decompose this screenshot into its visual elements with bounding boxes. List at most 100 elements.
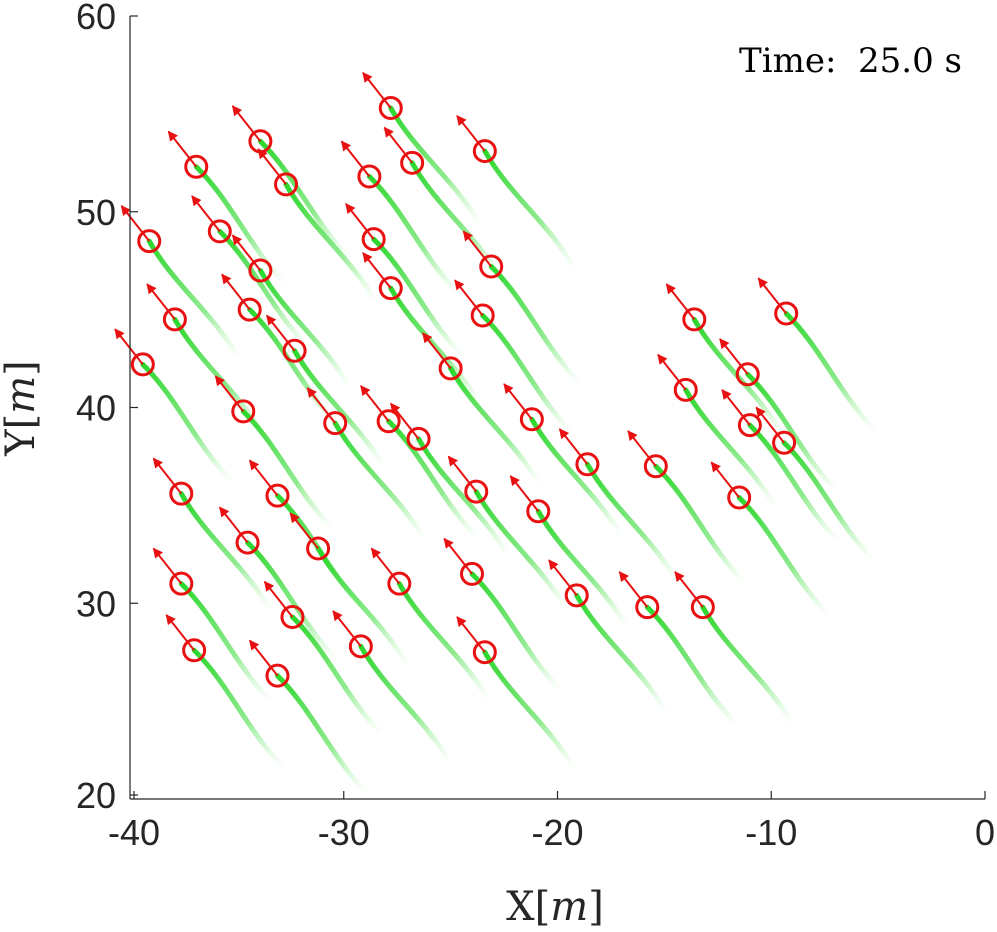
agent-marker bbox=[376, 409, 401, 434]
agent-marker bbox=[274, 172, 299, 197]
agent-marker bbox=[235, 530, 260, 555]
heading-arrow bbox=[340, 140, 371, 178]
agent-marker bbox=[282, 338, 307, 363]
trajectory-trail bbox=[257, 138, 353, 262]
heading-arrow bbox=[422, 332, 452, 369]
trajectory-trail bbox=[146, 238, 242, 362]
heading-arrow bbox=[710, 461, 740, 499]
heading-arrow bbox=[618, 571, 649, 608]
agent-marker bbox=[635, 595, 660, 620]
trajectory-trail bbox=[140, 361, 236, 485]
heading-arrow bbox=[289, 512, 319, 550]
heading-arrow bbox=[665, 283, 696, 321]
y-tick-label: 20 bbox=[76, 775, 116, 816]
agent-marker bbox=[184, 154, 209, 179]
trajectory-trail bbox=[653, 463, 749, 587]
agent-marker bbox=[265, 663, 290, 688]
heading-arrow bbox=[146, 283, 176, 321]
agent-marker bbox=[361, 227, 386, 252]
trajectory-trail bbox=[745, 371, 841, 495]
heading-arrow bbox=[462, 230, 493, 268]
heading-arrow bbox=[152, 547, 183, 585]
trajectory-trail bbox=[482, 148, 578, 272]
heading-arrow bbox=[165, 614, 195, 651]
heading-arrow bbox=[306, 387, 336, 424]
agent-marker bbox=[400, 150, 425, 175]
y-tick-label: 60 bbox=[76, 0, 116, 37]
trajectory-trail bbox=[535, 508, 631, 632]
trajectory-trail bbox=[488, 264, 584, 387]
trajectory-trail bbox=[283, 181, 379, 305]
heading-arrow bbox=[757, 277, 787, 315]
trajectory-trail bbox=[191, 647, 287, 771]
agent-marker bbox=[438, 356, 463, 381]
trajectory-trail bbox=[388, 285, 484, 409]
agent-marker bbox=[575, 452, 600, 477]
y-tick-label: 50 bbox=[76, 192, 116, 233]
agent-marker bbox=[737, 413, 762, 438]
heading-arrow bbox=[456, 115, 486, 152]
trajectory-trail bbox=[386, 418, 481, 542]
trajectory-trail bbox=[736, 495, 832, 618]
agent-marker bbox=[357, 164, 382, 189]
agent-marker bbox=[348, 634, 373, 659]
heading-arrow bbox=[345, 203, 375, 240]
trajectory-trail bbox=[416, 436, 511, 559]
heading-arrow bbox=[721, 389, 751, 426]
heading-arrow bbox=[214, 375, 245, 413]
heading-arrow bbox=[657, 353, 687, 391]
trajectory-trail bbox=[480, 312, 575, 436]
agent-marker bbox=[169, 481, 194, 506]
axes: -40 -30 -20 -10 0 20 30 40 50 60 bbox=[76, 0, 995, 853]
trajectory-trail bbox=[217, 228, 313, 352]
x-axis-label: X[m] bbox=[506, 884, 604, 930]
agent-marker bbox=[265, 483, 290, 508]
heading-arrow bbox=[627, 430, 657, 467]
trajectory-trail bbox=[448, 365, 543, 489]
agent-marker bbox=[472, 139, 497, 164]
agent-marker bbox=[464, 479, 489, 504]
agent-marker bbox=[479, 254, 504, 279]
heading-arrow bbox=[152, 457, 183, 495]
y-tick-label: 40 bbox=[76, 388, 116, 429]
agent-marker bbox=[137, 229, 162, 254]
agent-marker bbox=[735, 362, 760, 387]
agent-marker bbox=[673, 377, 698, 402]
heading-arrow bbox=[360, 385, 390, 422]
trajectory-trail bbox=[257, 267, 353, 391]
heading-arrow bbox=[362, 71, 392, 109]
heading-arrow bbox=[231, 234, 262, 272]
trajectory-trail bbox=[529, 416, 625, 540]
agent-marker bbox=[248, 258, 273, 283]
heading-arrow bbox=[263, 580, 294, 618]
agent-marker bbox=[207, 219, 232, 244]
agent-marker bbox=[519, 407, 544, 432]
heading-arrow bbox=[332, 610, 362, 647]
heading-arrow bbox=[509, 475, 540, 512]
agent-marker bbox=[237, 297, 262, 322]
agent-marker bbox=[470, 303, 495, 328]
agent-marker bbox=[690, 595, 715, 620]
agent-marker bbox=[231, 399, 256, 424]
trajectory-trail bbox=[274, 673, 370, 796]
y-axis-label-suffix: ] bbox=[0, 360, 44, 376]
x-tick-label: -20 bbox=[531, 812, 583, 853]
y-ticks: 20 30 40 50 60 bbox=[76, 0, 138, 816]
agent-marker bbox=[772, 430, 797, 455]
trajectory-trail bbox=[574, 592, 670, 716]
trajectory-trail bbox=[178, 491, 274, 614]
heading-arrow bbox=[257, 148, 287, 185]
x-tick-label: -40 bbox=[108, 812, 160, 853]
heading-arrow bbox=[167, 130, 198, 168]
trajectory-trail bbox=[644, 604, 740, 728]
agent-marker bbox=[727, 485, 752, 510]
trajectory-trail bbox=[473, 489, 569, 612]
x-tick-label: -30 bbox=[318, 812, 370, 853]
agent-marker bbox=[643, 454, 668, 479]
trajectory-trail bbox=[240, 408, 336, 532]
y-axis-label-prefix: Y[ bbox=[0, 414, 44, 457]
x-ticks: -40 -30 -20 -10 0 bbox=[108, 791, 995, 853]
heading-arrow bbox=[719, 338, 749, 375]
trajectory-trail bbox=[332, 420, 428, 544]
trajectory-trail bbox=[366, 174, 462, 297]
